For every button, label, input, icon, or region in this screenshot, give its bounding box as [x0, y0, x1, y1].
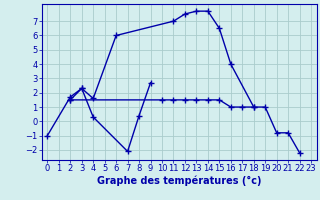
X-axis label: Graphe des températures (°c): Graphe des températures (°c) [97, 176, 261, 186]
